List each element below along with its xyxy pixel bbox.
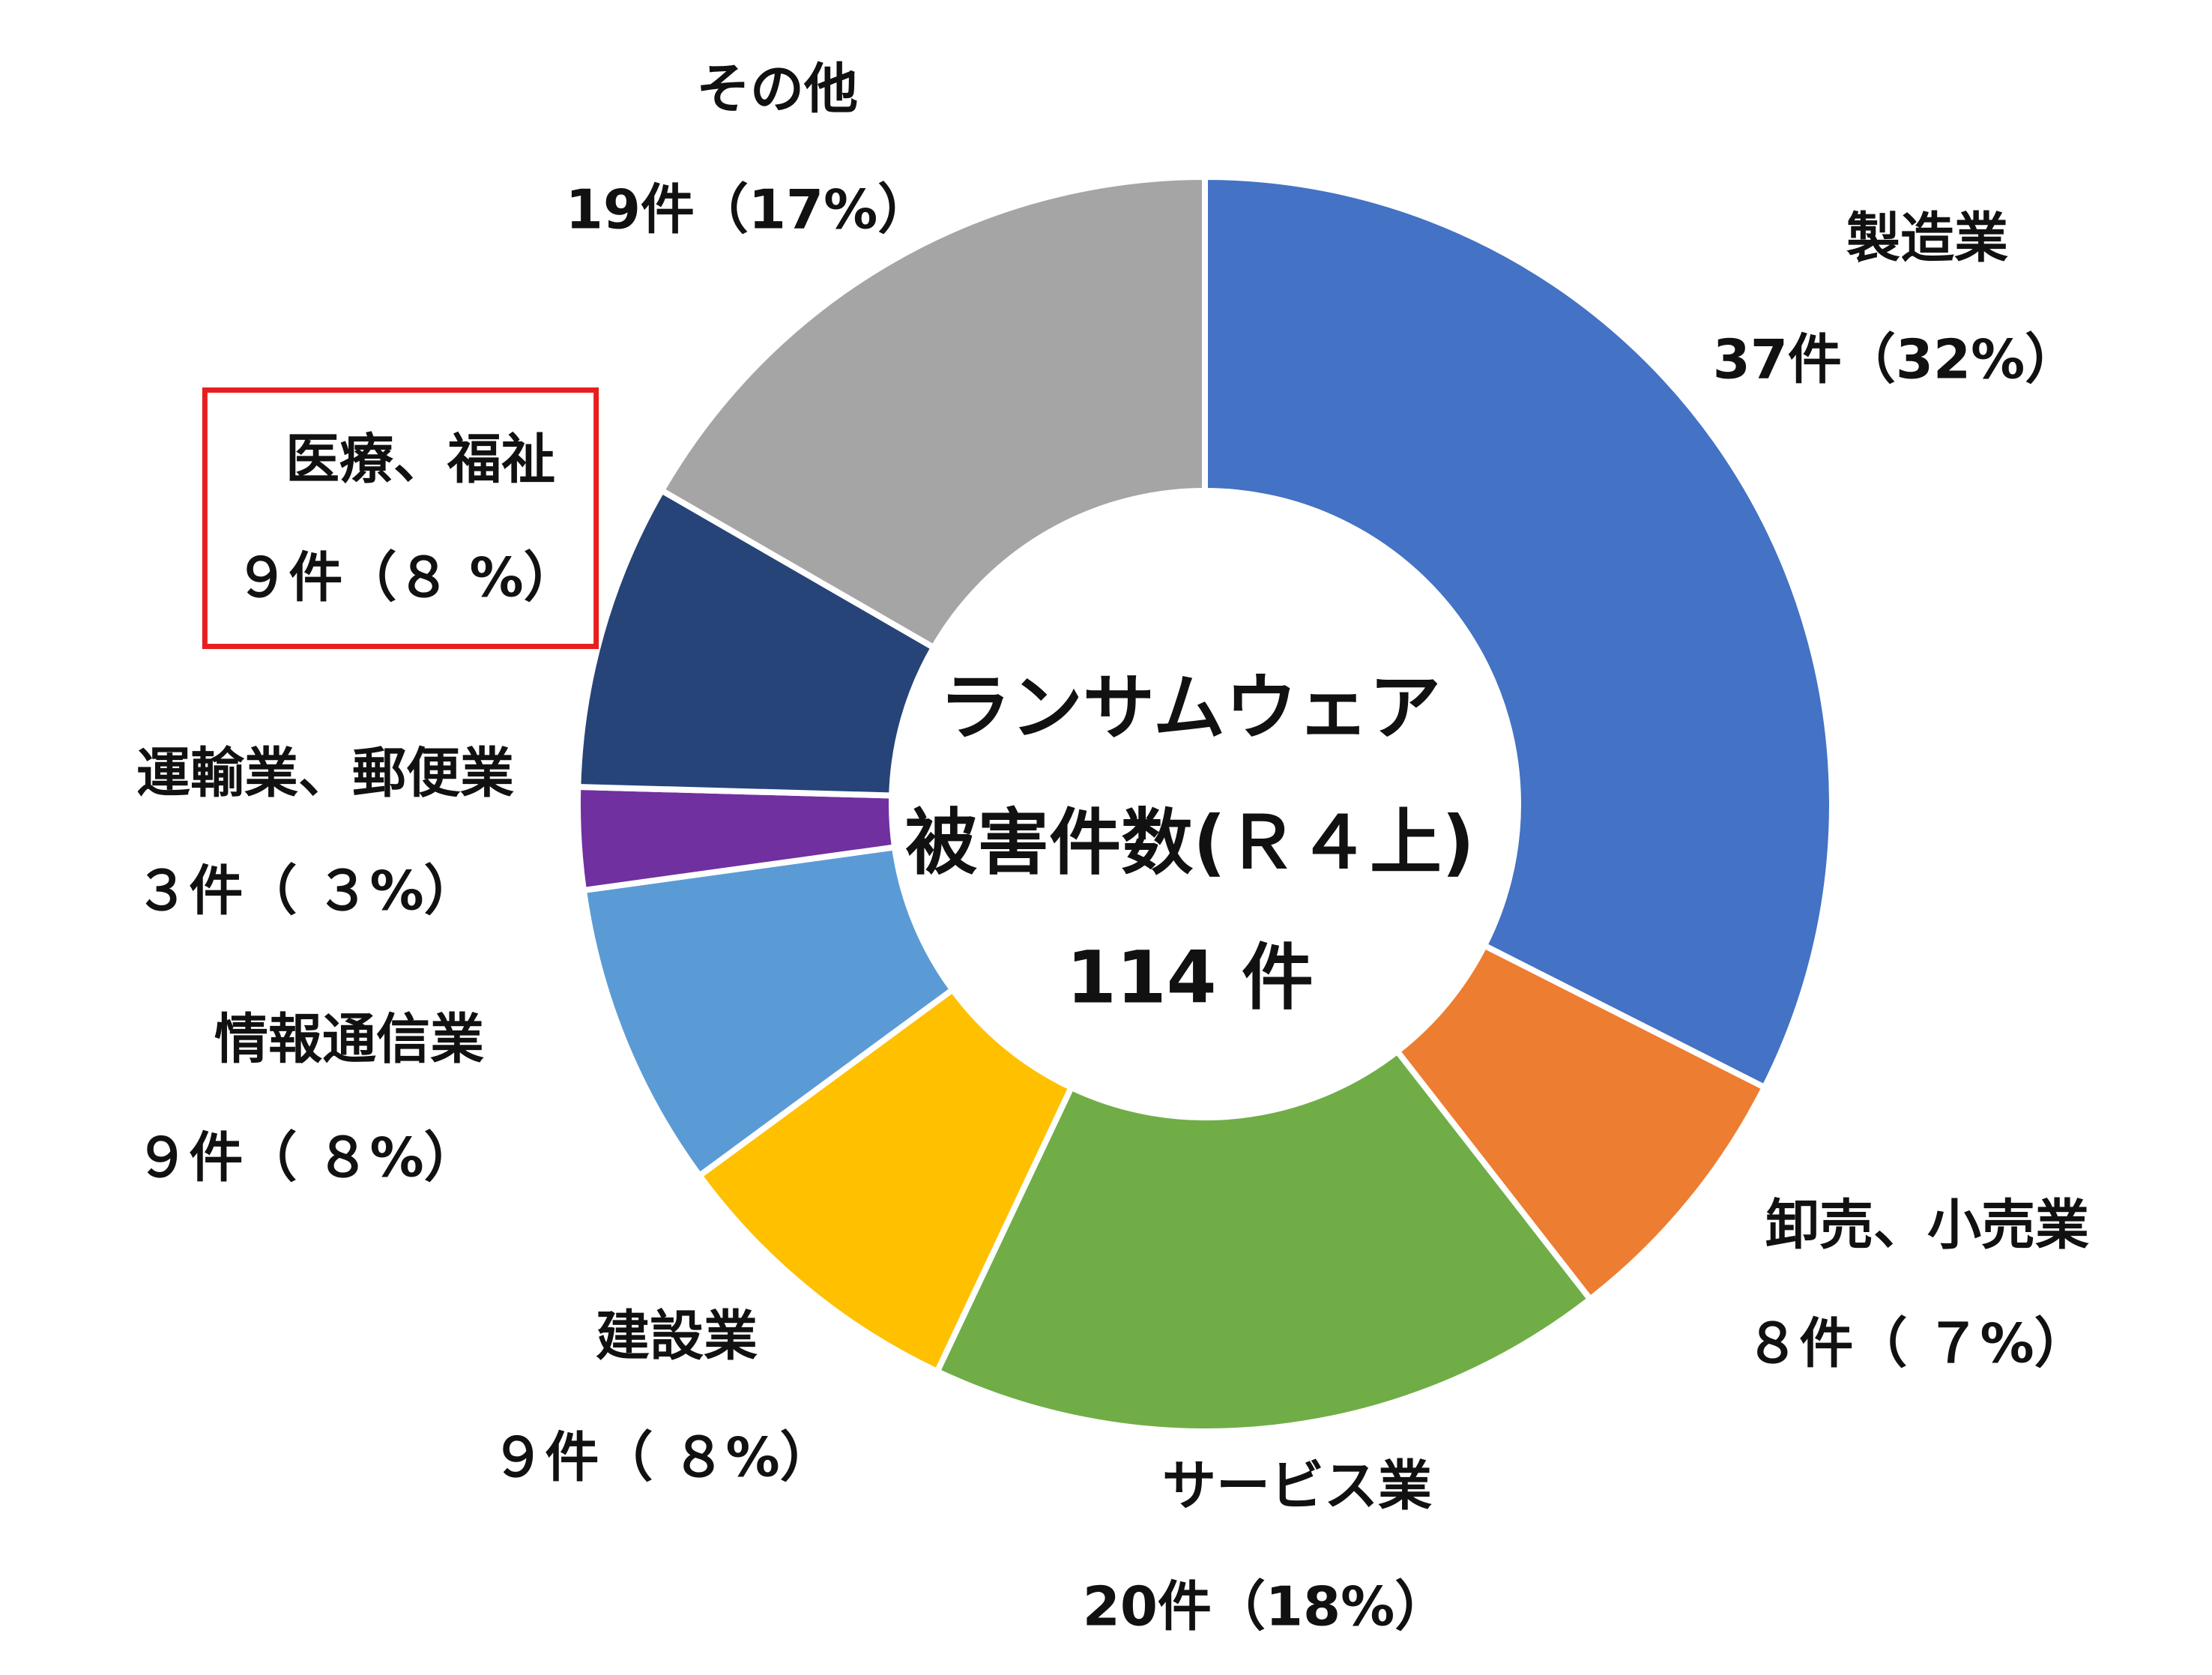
slice-label: 卸売、小売業 ８件（ ７%） [1745, 1194, 2089, 1375]
donut-slice [695, 985, 1075, 1376]
value-label: 37件（32%） [1713, 328, 2079, 391]
value-label: ３件（ ３%） [135, 860, 477, 923]
value-label: 19件（17%） [566, 178, 932, 241]
donut-slice [575, 486, 938, 799]
slice-label: サービス業 20件（18%） [1083, 1455, 1449, 1638]
donut-slice [1393, 941, 1769, 1304]
slice-label: 建設業 ９件（ ８%） [491, 1305, 833, 1489]
donut-slice [933, 1047, 1595, 1434]
value-label: 20件（18%） [1083, 1575, 1449, 1638]
slice-label: 運輸業、郵便業 ３件（ ３%） [135, 742, 514, 923]
category-label: 情報通信業 [214, 1008, 484, 1071]
category-label: その他 [696, 58, 858, 121]
value-label: ９件（８ %） [235, 546, 577, 609]
category-label: 製造業 [1846, 207, 2008, 270]
highlight-box [202, 387, 599, 650]
center-text: 被害件数(Ｒ４上) [905, 800, 1475, 884]
slice-label: 医療、福祉 ９件（８ %） [235, 428, 577, 609]
slice-label: その他 19件（17%） [566, 58, 932, 241]
donut-slice [580, 843, 957, 1180]
center-text: ランサムウェア [939, 666, 1441, 749]
slice-label: 製造業 37件（32%） [1713, 207, 2079, 391]
category-label: サービス業 [1162, 1455, 1432, 1518]
category-label: 医療、福祉 [285, 428, 555, 491]
donut-slice [657, 173, 1208, 652]
category-label: 卸売、小売業 [1765, 1194, 2089, 1257]
slice-label: 情報通信業 ９件（ ８%） [135, 1008, 484, 1189]
center-text: 114 件 [1066, 935, 1314, 1019]
category-label: 建設業 [596, 1305, 758, 1368]
value-label: ８件（ ７%） [1745, 1312, 2088, 1375]
donut-slice [1202, 173, 1835, 1092]
category-label: 運輸業、郵便業 [136, 742, 514, 805]
value-label: ９件（ ８%） [135, 1126, 477, 1189]
value-label: ９件（ ８%） [491, 1426, 833, 1489]
